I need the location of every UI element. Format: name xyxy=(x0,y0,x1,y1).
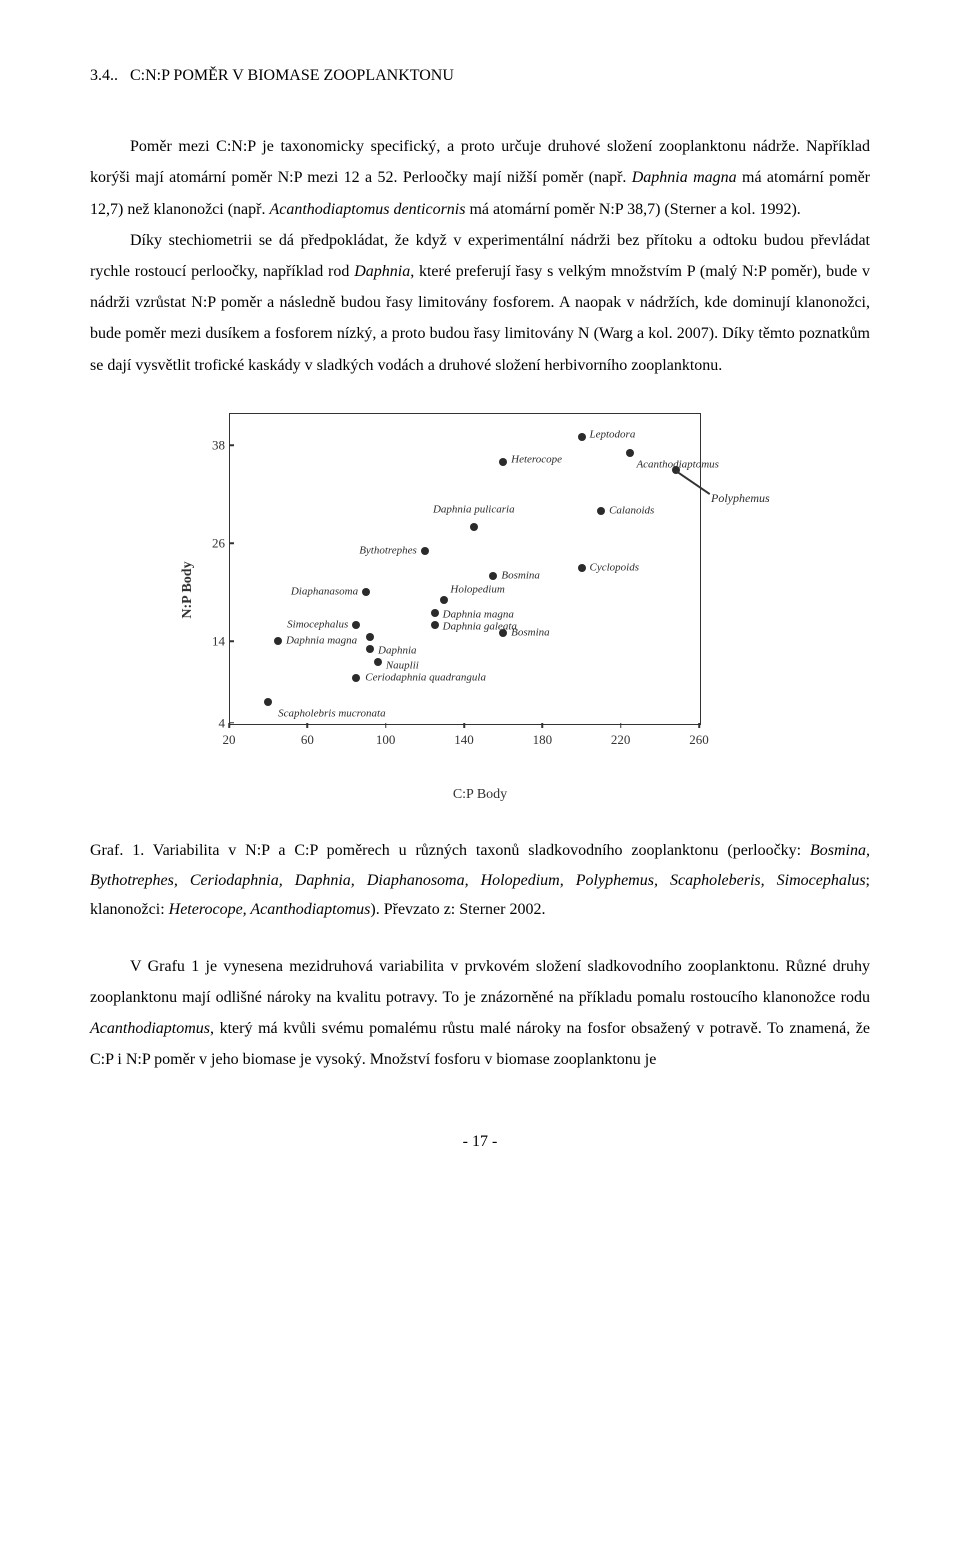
x-tick-mark xyxy=(698,723,700,728)
x-tick-mark xyxy=(463,723,465,728)
scatter-point xyxy=(489,572,497,580)
scatter-point xyxy=(352,621,360,629)
y-tick-mark xyxy=(229,445,234,447)
scatter-point xyxy=(366,645,374,653)
outside-point-label: Polyphemus xyxy=(711,487,770,510)
y-tick-mark xyxy=(229,722,234,724)
scatter-point xyxy=(470,523,478,531)
scatter-point xyxy=(264,698,272,706)
point-label: Diaphanasoma xyxy=(291,581,358,602)
x-tick-label: 260 xyxy=(689,727,709,752)
x-axis-label: C:P Body xyxy=(185,781,775,808)
point-label: Scapholebris mucronata xyxy=(278,704,385,725)
y-tick-label: 14 xyxy=(197,628,225,653)
para1-i1: Daphnia magna xyxy=(632,169,737,186)
x-tick-label: 100 xyxy=(376,727,396,752)
point-label: Bosmina xyxy=(501,565,540,586)
x-tick-mark xyxy=(228,723,230,728)
scatter-point xyxy=(499,458,507,466)
caption-t3: ). Převzato z: Sterner 2002. xyxy=(370,901,545,918)
x-tick-label: 140 xyxy=(454,727,474,752)
point-label: Cyclopoids xyxy=(590,557,640,578)
scatter-point xyxy=(626,449,634,457)
y-tick-label: 4 xyxy=(197,710,225,735)
scatter-point xyxy=(352,674,360,682)
paragraph-2: Díky stechiometrii se dá předpokládat, ž… xyxy=(90,225,870,381)
point-label: Simocephalus xyxy=(287,614,348,635)
scatter-point xyxy=(362,588,370,596)
point-label: Heterocope xyxy=(511,449,562,470)
point-label: Ceriodaphnia quadrangula xyxy=(365,667,486,688)
y-tick-mark xyxy=(229,542,234,544)
caption-i2: Heterocope, Acanthodiaptomus xyxy=(169,901,371,918)
scatter-point xyxy=(597,507,605,515)
x-tick-label: 20 xyxy=(223,727,236,752)
scatter-point xyxy=(421,547,429,555)
y-axis-label: N:P Body xyxy=(174,561,201,618)
point-label: Bosmina xyxy=(511,622,550,643)
para3-i1: Acanthodiaptomus xyxy=(90,1020,210,1037)
paragraph-3: V Grafu 1 je vynesena mezidruhová variab… xyxy=(90,951,870,1076)
para1-t3: má atomární poměr N:P 38,7) (Sterner a k… xyxy=(465,201,800,218)
caption-lead: Graf. 1. xyxy=(90,842,153,859)
scatter-point xyxy=(578,433,586,441)
section-heading: 3.4.. C:N:P POMĚR V BIOMASE ZOOPLANKTONU xyxy=(90,60,870,91)
scatter-point xyxy=(431,609,439,617)
y-tick-mark xyxy=(229,640,234,642)
y-tick-label: 38 xyxy=(197,433,225,458)
point-label: Calanoids xyxy=(609,500,654,521)
scatter-point xyxy=(578,564,586,572)
x-tick-label: 180 xyxy=(533,727,553,752)
x-tick-mark xyxy=(620,723,622,728)
paragraph-1: Poměr mezi C:N:P je taxonomicky specific… xyxy=(90,131,870,225)
scatter-point xyxy=(366,633,374,641)
figure-1: N:P Body Polyphemus 41426382060100140180… xyxy=(185,405,775,808)
y-tick-label: 26 xyxy=(197,531,225,556)
x-tick-label: 60 xyxy=(301,727,314,752)
para2-i1: Daphnia xyxy=(354,263,410,280)
scatter-point xyxy=(274,637,282,645)
x-tick-label: 220 xyxy=(611,727,631,752)
heading-text: C:N:P POMĚR V BIOMASE ZOOPLANKTONU xyxy=(130,67,454,84)
x-tick-mark xyxy=(542,723,544,728)
point-label: Leptodora xyxy=(590,424,636,445)
page-number: - 17 - xyxy=(90,1126,870,1157)
point-label: Holopedium xyxy=(450,580,504,601)
point-label: Daphnia magna xyxy=(443,604,514,625)
para1-i2: Acanthodiaptomus denticornis xyxy=(269,201,465,218)
point-label: Daphnia pulicaria xyxy=(433,499,515,520)
point-label: Daphnia xyxy=(378,641,417,662)
scatter-point xyxy=(431,621,439,629)
point-label: Bythotrephes xyxy=(359,541,417,562)
para3-t1: V Grafu 1 je vynesena mezidruhová variab… xyxy=(90,958,870,1006)
scatter-point xyxy=(440,596,448,604)
heading-number: 3.4.. xyxy=(90,67,118,84)
figure-caption: Graf. 1. Variabilita v N:P a C:P poměrec… xyxy=(90,836,870,925)
caption-t1: Variabilita v N:P a C:P poměrech u různý… xyxy=(153,842,810,859)
scatter-chart: N:P Body Polyphemus 41426382060100140180… xyxy=(185,405,775,775)
